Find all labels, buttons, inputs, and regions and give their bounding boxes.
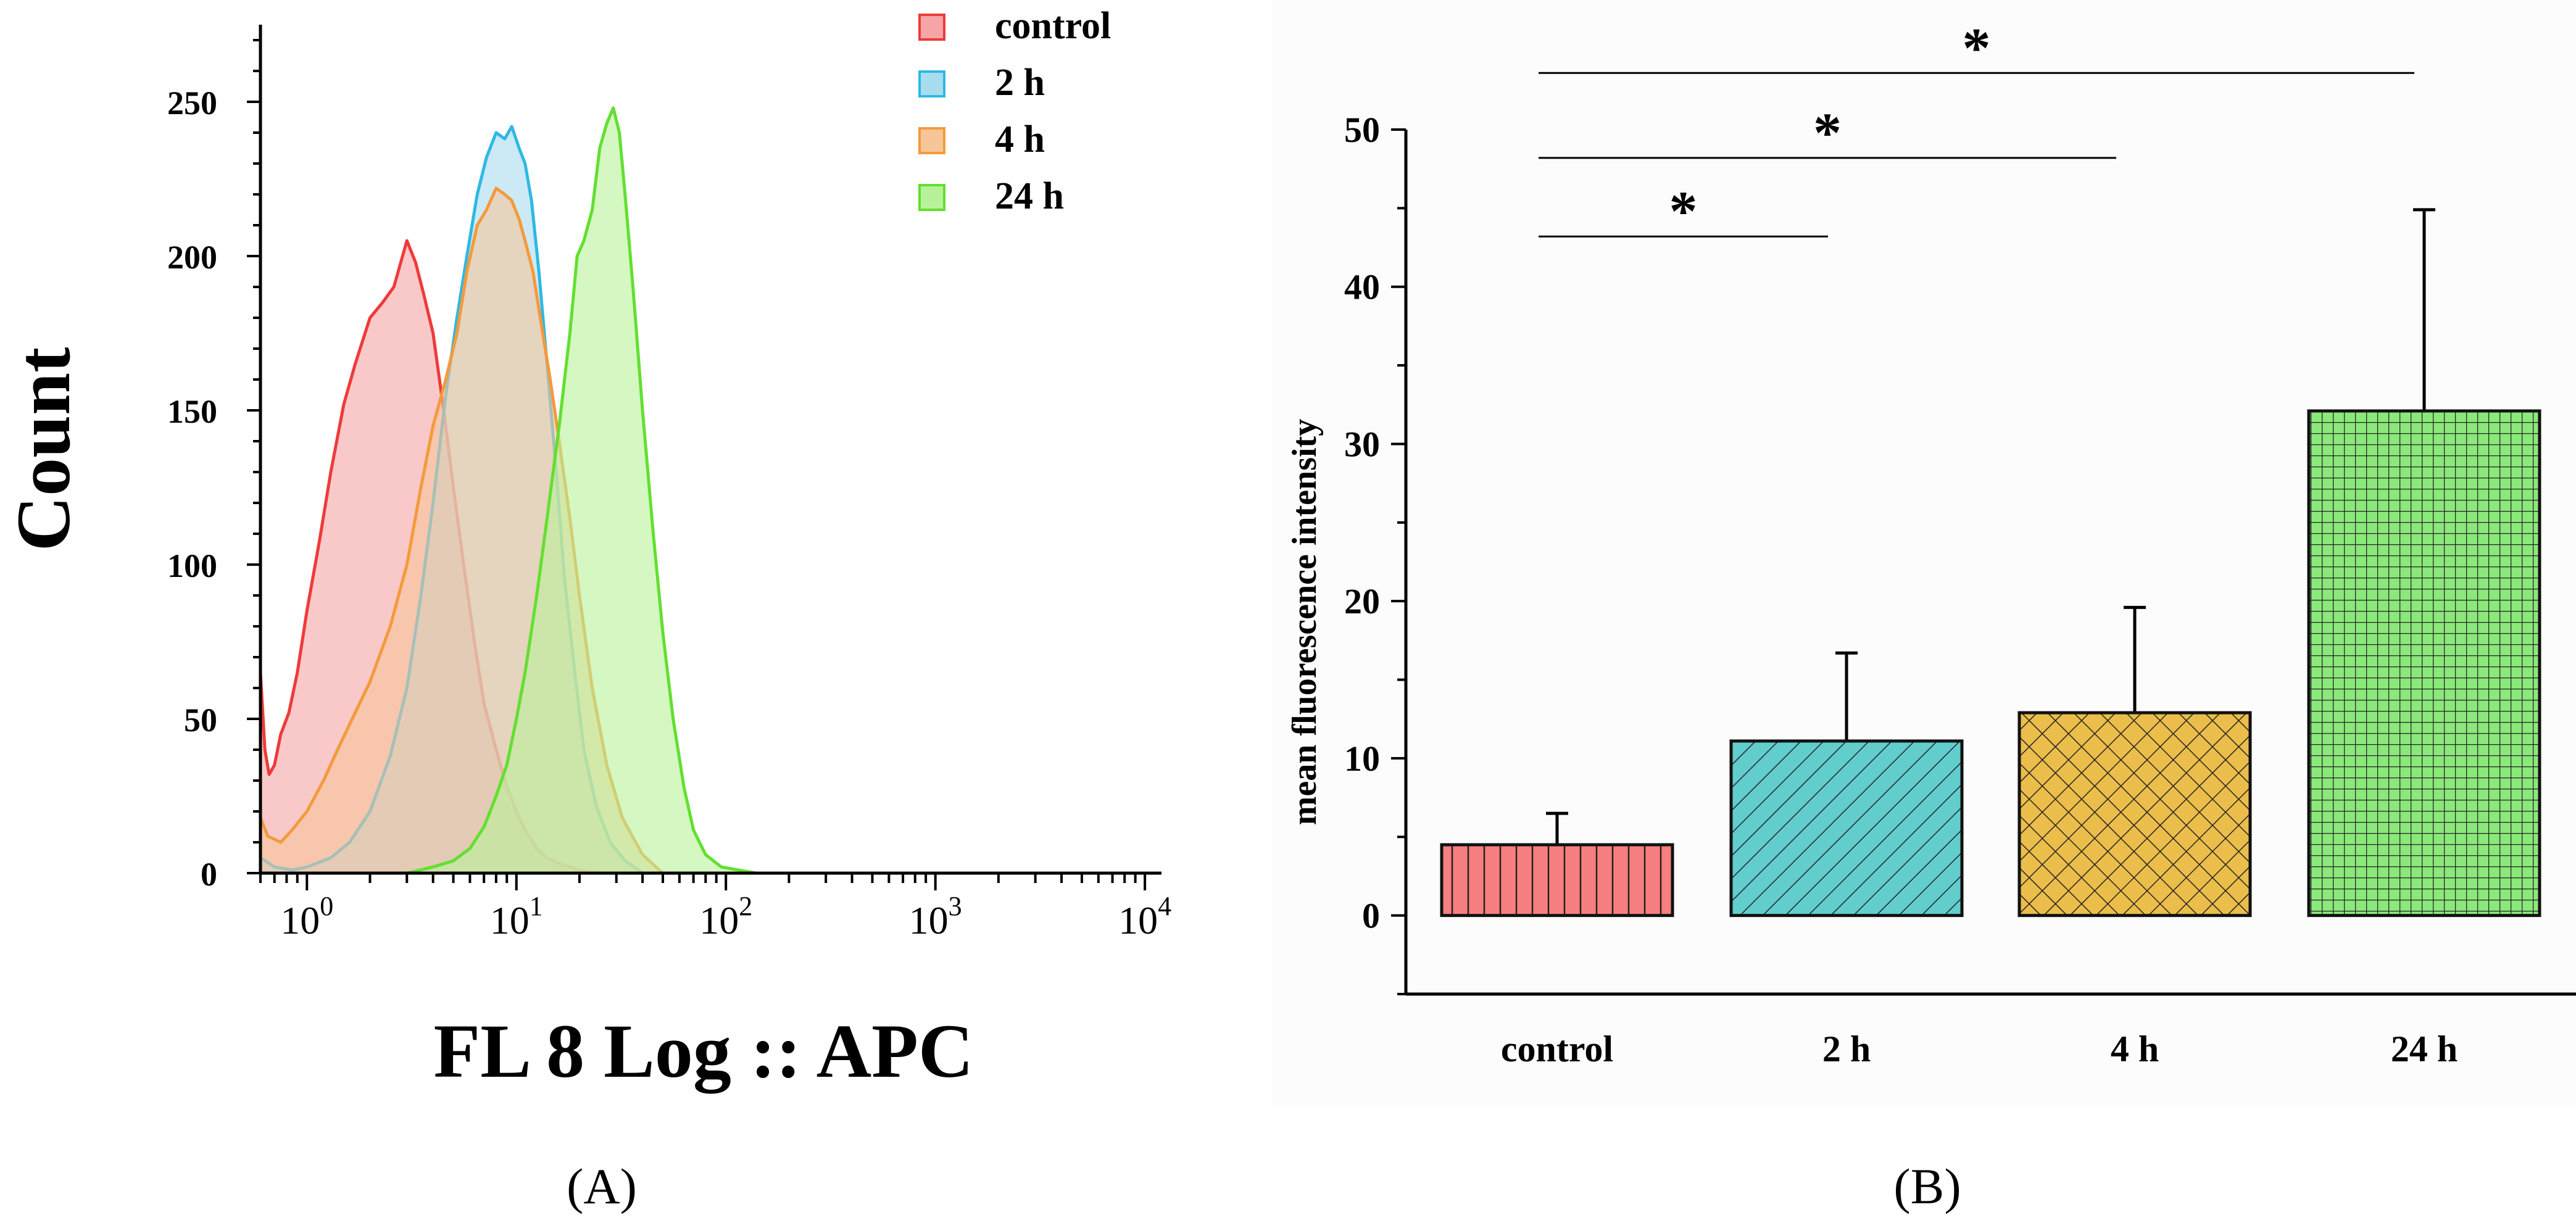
x-tick-base: 10 (1118, 898, 1158, 942)
y-tick-label: 10 (1344, 739, 1380, 779)
y-tick-label: 150 (167, 393, 217, 430)
y-tick-label: 40 (1344, 267, 1380, 307)
panel-b-axes: 0 10 20 30 40 50 (1344, 110, 2576, 996)
legend-swatch-control (918, 14, 945, 41)
x-tick-base: 10 (699, 898, 739, 942)
y-tick-label: 30 (1344, 424, 1380, 464)
x-category-label: 4 h (2111, 1029, 2159, 1069)
bar-4-h (2017, 711, 2252, 918)
x-tick-exponent: 2 (739, 891, 752, 921)
bar-24-h (2307, 409, 2541, 918)
y-tick-label: 250 (167, 85, 217, 122)
panel-b-bars-layer: control 2 h 4 h 24 h (1440, 208, 2541, 1069)
panel-b: control 2 h 4 h 24 h 0 10 20 30 40 50 * * * mean f… (1271, 0, 2576, 1214)
y-tick-label: 50 (1344, 110, 1380, 150)
x-tick-label: 104 (1118, 891, 1171, 942)
x-tick-base: 10 (909, 898, 949, 942)
panel-a-legend: control 2 h 4 h 24 h (918, 5, 1111, 217)
x-category-label: 2 h (1822, 1029, 1871, 1069)
x-tick-exponent: 4 (1158, 891, 1171, 921)
x-category-label: control (1501, 1029, 1613, 1069)
panel-b-ylabel: mean fluorescence intensity (1286, 419, 1324, 825)
bar-control (1440, 843, 1674, 918)
bar-2-h (1729, 739, 1964, 918)
panel-a-caption: (A) (567, 1158, 637, 1214)
y-tick-label: 50 (184, 702, 217, 739)
panel-a-xlabel: FL 8 Log :: APC (434, 1009, 974, 1094)
legend-label-2-h: 2 h (995, 62, 1045, 104)
x-tick-label: 102 (699, 891, 752, 942)
legend-swatch-4-h (918, 127, 945, 154)
y-tick-label: 0 (201, 856, 217, 893)
panel-b-caption: (B) (1893, 1158, 1961, 1214)
y-tick-label: 100 (167, 547, 217, 584)
significance-star: * (1813, 101, 1842, 164)
legend-label-control: control (995, 5, 1111, 47)
significance-star: * (1963, 16, 1991, 79)
panel-a-series-layer (259, 106, 758, 875)
x-tick-exponent: 3 (949, 891, 962, 921)
significance-star: * (1669, 180, 1698, 243)
panel-b-significance: * * * (1539, 16, 2414, 243)
legend-swatch-24-h (918, 184, 945, 211)
x-tick-exponent: 1 (530, 891, 543, 921)
series-area-24-h (405, 106, 758, 875)
legend-swatch-2-h (918, 70, 945, 97)
x-tick-label: 101 (490, 891, 543, 942)
y-tick-label: 200 (167, 239, 217, 276)
legend-label-24-h: 24 h (995, 175, 1064, 217)
x-tick-base: 10 (280, 898, 320, 942)
x-tick-exponent: 0 (320, 891, 333, 921)
y-tick-label: 20 (1344, 581, 1380, 621)
x-category-label: 24 h (2391, 1029, 2458, 1069)
x-tick-label: 103 (909, 891, 962, 942)
panel-a-ylabel: Count (1, 347, 86, 552)
x-tick-label: 100 (280, 891, 333, 942)
y-tick-label: 0 (1362, 896, 1380, 936)
legend-label-4-h: 4 h (995, 118, 1045, 160)
x-tick-base: 10 (490, 898, 530, 942)
